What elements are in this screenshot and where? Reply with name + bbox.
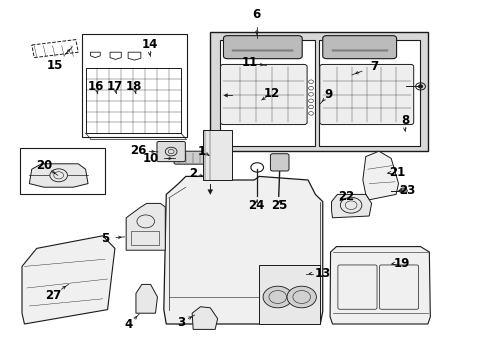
Text: 16: 16 — [87, 80, 104, 93]
Text: 19: 19 — [393, 257, 409, 270]
Text: 27: 27 — [44, 289, 61, 302]
Text: 11: 11 — [241, 57, 257, 69]
Polygon shape — [29, 164, 88, 187]
Text: 12: 12 — [263, 87, 279, 100]
Text: 7: 7 — [369, 60, 377, 73]
Text: 14: 14 — [141, 38, 158, 51]
Bar — [259, 265, 320, 324]
Bar — [20, 148, 105, 194]
FancyBboxPatch shape — [270, 154, 288, 171]
FancyBboxPatch shape — [157, 141, 185, 162]
Text: 22: 22 — [337, 190, 354, 203]
Text: 15: 15 — [46, 59, 63, 72]
FancyBboxPatch shape — [223, 36, 302, 59]
Text: 5: 5 — [102, 232, 109, 245]
FancyBboxPatch shape — [174, 151, 204, 164]
Bar — [82, 34, 187, 137]
Polygon shape — [192, 307, 217, 329]
Polygon shape — [207, 190, 212, 194]
Polygon shape — [126, 203, 165, 250]
Circle shape — [417, 85, 422, 88]
FancyBboxPatch shape — [319, 64, 413, 125]
Text: 9: 9 — [324, 88, 332, 101]
Text: 4: 4 — [124, 318, 132, 331]
Polygon shape — [163, 176, 322, 324]
Text: 18: 18 — [125, 80, 142, 93]
Polygon shape — [224, 94, 227, 97]
Polygon shape — [331, 194, 371, 218]
Bar — [319, 40, 419, 146]
Polygon shape — [362, 151, 398, 200]
Polygon shape — [329, 247, 429, 324]
Text: 17: 17 — [106, 80, 122, 93]
FancyBboxPatch shape — [322, 36, 396, 59]
Bar — [203, 130, 232, 180]
Bar — [220, 40, 315, 146]
Bar — [85, 68, 181, 133]
Circle shape — [286, 286, 316, 308]
Text: 25: 25 — [271, 199, 287, 212]
Text: 10: 10 — [142, 152, 159, 165]
Text: 13: 13 — [314, 267, 330, 280]
Bar — [210, 32, 427, 151]
Circle shape — [263, 286, 292, 308]
FancyBboxPatch shape — [220, 64, 306, 125]
Text: 2: 2 — [189, 167, 197, 180]
Text: 26: 26 — [130, 144, 146, 157]
Text: 1: 1 — [198, 145, 205, 158]
Text: 23: 23 — [398, 184, 414, 197]
Text: 6: 6 — [252, 8, 260, 21]
Circle shape — [399, 188, 407, 194]
Text: 20: 20 — [36, 159, 52, 172]
Text: 21: 21 — [388, 166, 405, 179]
Text: 8: 8 — [400, 114, 408, 127]
Polygon shape — [22, 236, 115, 324]
Text: 24: 24 — [247, 199, 264, 212]
Polygon shape — [136, 284, 157, 313]
Text: 3: 3 — [177, 316, 184, 329]
Bar — [131, 231, 159, 245]
